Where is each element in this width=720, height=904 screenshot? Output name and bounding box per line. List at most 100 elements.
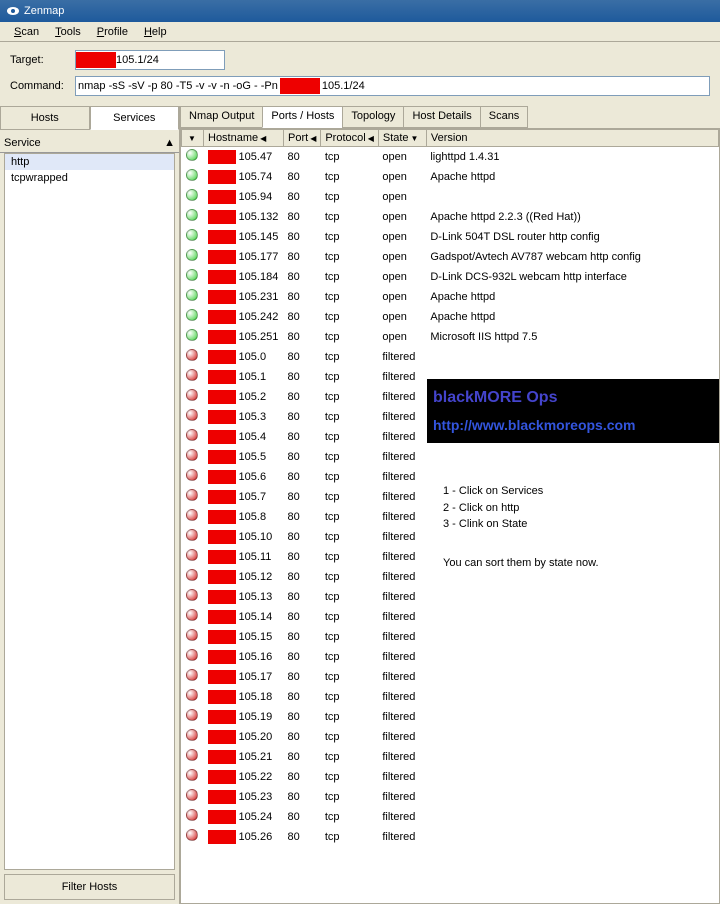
status-cell	[182, 247, 204, 267]
table-row[interactable]: 105.2080tcpfiltered	[182, 727, 719, 747]
status-dot-icon	[186, 789, 198, 801]
redacted-block	[208, 810, 236, 824]
table-row[interactable]: 105.1380tcpfiltered	[182, 587, 719, 607]
version-cell	[426, 767, 718, 787]
state-cell: open	[378, 227, 426, 247]
col-hostname[interactable]: Hostname◀	[204, 130, 284, 147]
status-cell	[182, 747, 204, 767]
port-cell: 80	[284, 447, 321, 467]
protocol-cell: tcp	[321, 627, 379, 647]
tab-hosts[interactable]: Hosts	[0, 106, 90, 130]
status-cell	[182, 367, 204, 387]
menu-profile[interactable]: Profile	[89, 24, 136, 40]
filter-hosts-button[interactable]: Filter Hosts	[4, 874, 175, 900]
port-cell: 80	[284, 187, 321, 207]
table-row[interactable]: 105.17780tcpopenGadspot/Avtech AV787 web…	[182, 247, 719, 267]
table-row[interactable]: 105.14580tcpopenD-Link 504T DSL router h…	[182, 227, 719, 247]
table-row[interactable]: 105.13280tcpopenApache httpd 2.2.3 ((Red…	[182, 207, 719, 227]
table-row[interactable]: 105.1680tcpfiltered	[182, 647, 719, 667]
tab-scans[interactable]: Scans	[480, 106, 529, 128]
version-cell: Apache httpd	[426, 167, 718, 187]
state-cell: open	[378, 287, 426, 307]
target-input[interactable]: 105.1/24	[75, 50, 225, 70]
protocol-cell: tcp	[321, 807, 379, 827]
status-cell	[182, 327, 204, 347]
tab-topology[interactable]: Topology	[342, 106, 404, 128]
tab-ports-hosts[interactable]: Ports / Hosts	[262, 106, 343, 128]
state-cell: filtered	[378, 427, 426, 447]
table-row[interactable]: 105.2480tcpfiltered	[182, 807, 719, 827]
col-version[interactable]: Version	[426, 130, 718, 147]
col-status[interactable]: ▼	[182, 130, 204, 147]
port-cell: 80	[284, 247, 321, 267]
table-row[interactable]: 105.18480tcpopenD-Link DCS-932L webcam h…	[182, 267, 719, 287]
table-row[interactable]: 105.2680tcpfiltered	[182, 827, 719, 847]
port-cell: 80	[284, 327, 321, 347]
tab-services[interactable]: Services	[90, 106, 180, 130]
protocol-cell: tcp	[321, 567, 379, 587]
protocol-cell: tcp	[321, 427, 379, 447]
table-row[interactable]: 105.24280tcpopenApache httpd	[182, 307, 719, 327]
status-dot-icon	[186, 249, 198, 261]
command-input[interactable]: nmap -sS -sV -p 80 -T5 -v -v -n -oG - -P…	[75, 76, 710, 96]
status-dot-icon	[186, 429, 198, 441]
tab-nmap-output[interactable]: Nmap Output	[180, 106, 263, 128]
table-row[interactable]: 105.1980tcpfiltered	[182, 707, 719, 727]
table-row[interactable]: 105.25180tcpopenMicrosoft IIS httpd 7.5	[182, 327, 719, 347]
menu-help[interactable]: Help	[136, 24, 175, 40]
table-row[interactable]: 105.1580tcpfiltered	[182, 627, 719, 647]
table-row[interactable]: 105.2380tcpfiltered	[182, 787, 719, 807]
port-cell: 80	[284, 567, 321, 587]
status-dot-icon	[186, 729, 198, 741]
hostname-cell: 105.12	[204, 567, 284, 587]
table-row[interactable]: 105.1480tcpfiltered	[182, 607, 719, 627]
col-port[interactable]: Port◀	[284, 130, 321, 147]
redacted-block	[208, 830, 236, 844]
status-cell	[182, 787, 204, 807]
status-cell	[182, 267, 204, 287]
redacted-block	[208, 250, 236, 264]
hostname-cell: 105.16	[204, 647, 284, 667]
col-state[interactable]: State▼	[378, 130, 426, 147]
state-cell: open	[378, 307, 426, 327]
version-cell	[426, 807, 718, 827]
table-row[interactable]: 105.580tcpfiltered	[182, 447, 719, 467]
menu-tools[interactable]: Tools	[47, 24, 89, 40]
state-cell: filtered	[378, 707, 426, 727]
service-column-header[interactable]: Service ▲	[0, 134, 179, 153]
port-cell: 80	[284, 167, 321, 187]
tab-host-details[interactable]: Host Details	[403, 106, 480, 128]
table-row[interactable]: 105.7480tcpopenApache httpd	[182, 167, 719, 187]
protocol-cell: tcp	[321, 687, 379, 707]
status-dot-icon	[186, 829, 198, 841]
service-item-tcpwrapped[interactable]: tcpwrapped	[5, 170, 174, 186]
watermark-banner: blackMORE Ops http://www.blackmoreops.co…	[427, 379, 719, 443]
table-row[interactable]: 105.080tcpfiltered	[182, 347, 719, 367]
service-item-http[interactable]: http	[5, 154, 174, 170]
table-row[interactable]: 105.1880tcpfiltered	[182, 687, 719, 707]
table-row[interactable]: 105.1780tcpfiltered	[182, 667, 719, 687]
redacted-block	[208, 410, 236, 424]
table-row[interactable]: 105.23180tcpopenApache httpd	[182, 287, 719, 307]
table-row[interactable]: 105.4780tcpopenlighttpd 1.4.31	[182, 147, 719, 167]
status-dot-icon	[186, 609, 198, 621]
redacted-block	[208, 370, 236, 384]
state-cell: open	[378, 207, 426, 227]
table-row[interactable]: 105.2180tcpfiltered	[182, 747, 719, 767]
table-row[interactable]: 105.9480tcpopen	[182, 187, 719, 207]
port-cell: 80	[284, 267, 321, 287]
command-label: Command:	[10, 80, 75, 92]
status-dot-icon	[186, 549, 198, 561]
menu-scan[interactable]: Scan	[6, 24, 47, 40]
version-cell	[426, 727, 718, 747]
port-cell: 80	[284, 487, 321, 507]
protocol-cell: tcp	[321, 547, 379, 567]
status-dot-icon	[186, 689, 198, 701]
hostname-cell: 105.177	[204, 247, 284, 267]
version-cell	[426, 787, 718, 807]
status-dot-icon	[186, 469, 198, 481]
table-row[interactable]: 105.2280tcpfiltered	[182, 767, 719, 787]
banner-title: blackMORE Ops	[433, 389, 713, 407]
status-cell	[182, 567, 204, 587]
col-protocol[interactable]: Protocol◀	[321, 130, 379, 147]
